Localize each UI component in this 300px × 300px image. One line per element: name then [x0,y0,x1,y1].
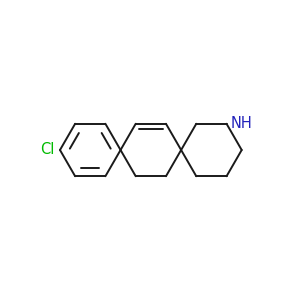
Text: NH: NH [231,116,253,131]
Text: Cl: Cl [40,142,55,158]
